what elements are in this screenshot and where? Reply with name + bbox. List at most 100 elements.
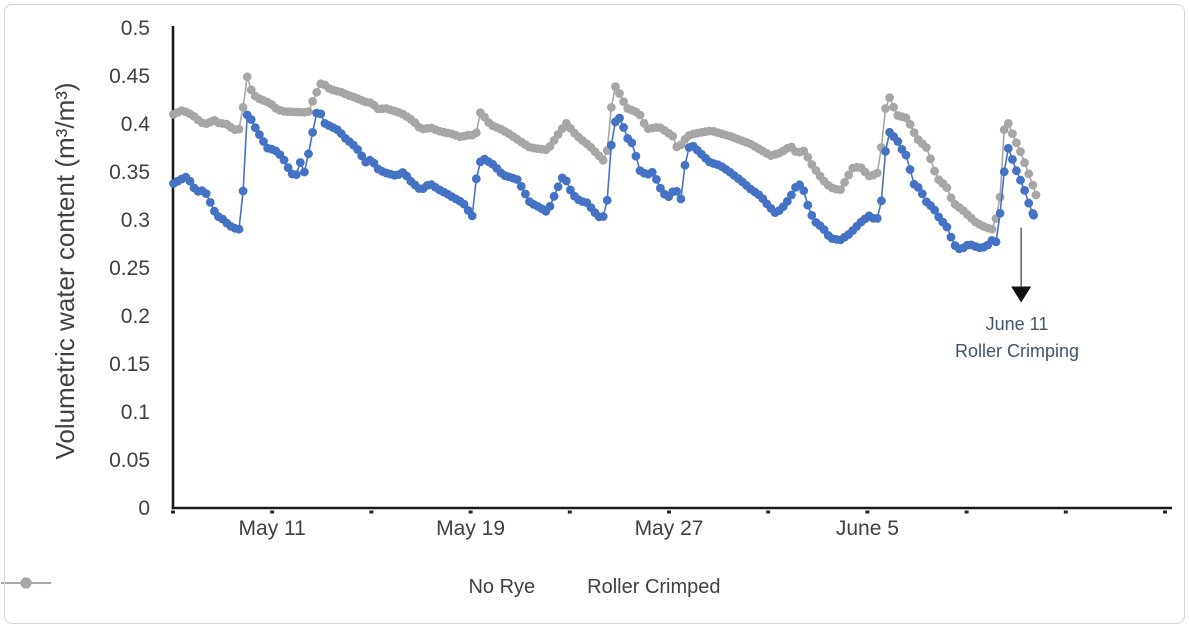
data-point-marker [893, 137, 903, 146]
data-point-marker [279, 155, 289, 165]
data-point-marker [471, 174, 481, 184]
data-point-marker [803, 152, 813, 162]
data-point-marker [913, 183, 923, 192]
legend-item-no-rye: No Rye [1, 576, 535, 599]
x-axis-tick [865, 510, 870, 514]
series-roller-crimped [169, 72, 1041, 234]
y-axis-title: Volumetric water content (m³/m³) [50, 82, 80, 460]
data-point-marker [885, 93, 894, 102]
data-point-marker [836, 185, 845, 195]
data-point-marker [647, 167, 657, 177]
event-annotation: June 11 Roller Crimping [932, 311, 1102, 365]
legend-item-roller-crimped: Roller Crimped [1, 576, 721, 599]
data-point-marker [799, 186, 809, 196]
data-point-marker [238, 186, 248, 196]
data-point-marker [942, 183, 952, 193]
data-point-marker [1003, 119, 1013, 128]
data-point-marker [1012, 166, 1021, 176]
x-axis-tick [964, 510, 969, 514]
x-axis-tick [1063, 510, 1068, 514]
data-point-marker [627, 138, 637, 148]
x-tick-label: June 5 [836, 517, 899, 540]
data-point-marker [304, 107, 313, 116]
annotation-arrowhead-icon [1011, 286, 1032, 303]
data-point-marker [615, 113, 624, 123]
data-point-marker [516, 182, 526, 191]
data-point-marker [312, 87, 322, 97]
data-point-marker [291, 170, 301, 180]
data-point-marker [467, 211, 477, 221]
data-point-marker [615, 89, 624, 98]
data-point-marker [926, 154, 935, 164]
series-no-rye [169, 108, 1038, 254]
data-point-marker [787, 190, 796, 200]
data-point-marker [1028, 180, 1038, 190]
y-tick-label: 0.15 [109, 353, 150, 376]
data-point-marker [246, 85, 256, 95]
data-point-marker [1024, 198, 1034, 208]
data-point-marker [316, 109, 326, 119]
data-point-marker [668, 131, 678, 141]
data-point-marker [942, 222, 952, 232]
data-point-marker [201, 189, 211, 199]
x-axis-tick [667, 510, 671, 514]
data-point-marker [844, 170, 854, 180]
y-tick-label: 0.35 [109, 161, 150, 184]
data-point-marker [635, 110, 645, 120]
data-point-marker [889, 102, 899, 112]
data-point-marker [619, 123, 628, 132]
data-point-marker [242, 72, 252, 82]
legend: No Rye Roller Crimped [0, 576, 1189, 599]
data-point-marker [905, 119, 915, 129]
legend-label: Roller Crimped [587, 576, 721, 598]
data-point-marker [930, 205, 939, 215]
data-point-marker [999, 167, 1009, 177]
y-tick-label: 0.4 [121, 113, 151, 136]
data-point-marker [295, 158, 305, 167]
data-point-marker [259, 137, 268, 146]
data-point-marker [782, 197, 792, 206]
data-point-marker [238, 103, 248, 112]
x-tick-label: May 11 [239, 517, 306, 540]
annotation-date: June 11 [985, 314, 1049, 334]
data-point-marker [246, 115, 256, 124]
x-axis-tick [766, 510, 771, 514]
data-point-marker [234, 124, 244, 134]
data-point-marker [680, 160, 690, 170]
data-point-marker [545, 201, 555, 211]
data-point-marker [881, 147, 890, 156]
data-point-marker [987, 224, 997, 234]
data-point-marker [901, 150, 911, 160]
data-point-marker [255, 130, 264, 140]
x-axis-tick [567, 510, 572, 514]
data-point-marker [357, 151, 367, 161]
data-point-marker [803, 200, 813, 210]
data-point-marker [471, 128, 481, 138]
data-point-marker [521, 189, 530, 199]
data-point-marker [1016, 175, 1025, 185]
data-point-marker [872, 214, 882, 223]
y-tick-label: 0.25 [109, 257, 150, 280]
y-tick-label: 0 [138, 497, 150, 520]
data-point-marker [1024, 169, 1034, 179]
data-point-marker [1020, 158, 1029, 168]
data-point-marker [995, 208, 1005, 218]
data-point-marker [799, 146, 809, 156]
data-point-marker [283, 163, 293, 173]
data-point-marker [807, 211, 817, 220]
data-point-marker [308, 97, 317, 106]
data-point-marker [1008, 155, 1017, 164]
data-point-marker [995, 192, 1005, 202]
x-tick-label: May 27 [635, 517, 704, 540]
data-point-marker [185, 176, 195, 186]
data-point-marker [606, 103, 616, 112]
data-point-marker [1020, 186, 1029, 195]
data-point-marker [930, 166, 939, 176]
y-tick-label: 0.05 [109, 449, 150, 472]
data-point-marker [1016, 147, 1025, 157]
y-tick-label: 0.2 [121, 305, 150, 328]
data-point-marker [549, 191, 559, 201]
x-axis-tick [270, 510, 275, 514]
